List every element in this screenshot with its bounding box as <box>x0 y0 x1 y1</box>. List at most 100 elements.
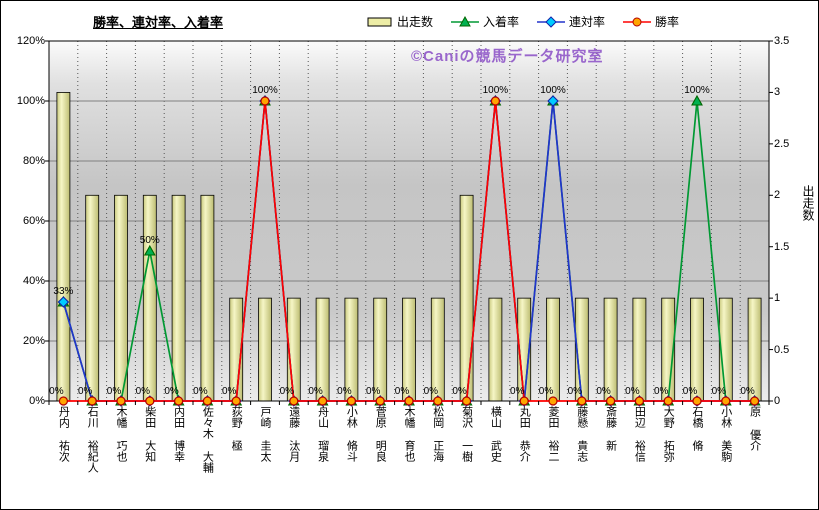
circle-marker <box>404 396 414 406</box>
data-label: 0% <box>712 386 727 397</box>
right-axis-tick-label: 2 <box>774 189 781 202</box>
x-axis-label: 小林 脩斗 <box>345 406 358 462</box>
bar-starts <box>200 194 215 402</box>
circle-marker <box>145 396 155 406</box>
legend-item-quinella-rate: 連対率 <box>537 13 605 30</box>
bar-starts <box>85 194 100 402</box>
data-label: 100% <box>252 85 278 96</box>
data-label: 0% <box>654 386 669 397</box>
left-axis-tick-label: 60% <box>22 215 45 227</box>
data-label: 0% <box>136 386 151 397</box>
right-axis-tick-label: 2.5 <box>774 137 790 150</box>
triangle-line-swatch-icon <box>451 15 480 26</box>
circle-marker <box>346 396 356 406</box>
data-label: 50% <box>140 235 160 246</box>
x-axis-label: 木幡 育也 <box>403 406 415 462</box>
data-label: 0% <box>452 386 467 397</box>
legend-label-win-rate: 勝率 <box>655 15 680 29</box>
data-label: 0% <box>366 386 381 397</box>
diamond-marker <box>547 95 559 107</box>
x-axis-label: 丸田 恭介 <box>518 406 531 462</box>
data-label: 0% <box>222 386 237 397</box>
right-axis-tick-label: 0.5 <box>774 343 790 356</box>
chart-title: 勝率、連対率、入着率 <box>93 15 224 30</box>
x-axis-label: 田辺 裕信 <box>633 406 646 462</box>
x-axis-label: 横山 武史 <box>489 406 502 462</box>
data-label: 100% <box>483 85 509 96</box>
data-label: 0% <box>78 386 93 397</box>
x-axis-label: 戸崎 圭太 <box>259 406 271 462</box>
right-axis-tick-label: 3.5 <box>774 35 790 47</box>
circle-marker <box>375 396 385 406</box>
data-label: 0% <box>193 386 208 397</box>
circle-marker <box>289 396 299 406</box>
data-label: 0% <box>164 386 179 397</box>
left-axis-tick-label: 120% <box>16 35 45 47</box>
data-label: 0% <box>107 386 122 397</box>
circle-marker <box>749 396 760 406</box>
circle-marker <box>462 396 472 406</box>
bar-starts <box>171 194 186 402</box>
circle-marker <box>231 396 241 406</box>
x-axis-label: 小林 美駒 <box>719 406 732 462</box>
x-axis-label: 丹内 祐次 <box>57 406 70 462</box>
data-label: 0% <box>337 386 352 397</box>
bar-starts <box>488 297 503 402</box>
legend-label-place-rate: 入着率 <box>483 15 520 29</box>
circle-marker <box>318 396 328 406</box>
legend-item-win-rate: 勝率 <box>623 13 679 30</box>
data-label: 100% <box>684 85 710 96</box>
legend-item-starts: 出走数 <box>367 13 433 30</box>
x-axis-label: 舟山 瑠泉 <box>316 406 329 462</box>
data-label: 0% <box>596 386 611 397</box>
left-axis-tick-label: 40% <box>22 275 45 287</box>
x-axis-label: 荻野 極 <box>230 406 243 451</box>
bar-starts <box>114 194 128 402</box>
left-axis-tick-label: 20% <box>22 335 45 347</box>
x-axis-label: 松岡 正海 <box>431 406 444 462</box>
circle-marker <box>577 396 587 406</box>
bar-starts <box>56 92 71 402</box>
x-axis-label: 柴田 大知 <box>143 406 156 462</box>
x-axis-label: 原 優介 <box>748 406 761 451</box>
x-axis-label: 菊沢 一樹 <box>460 406 473 462</box>
x-axis-label: 藤懸 貴志 <box>575 406 588 462</box>
circle-marker <box>692 396 702 406</box>
left-axis-tick-label: 0% <box>29 395 45 407</box>
bar-starts <box>459 194 474 402</box>
data-label: 0% <box>395 386 410 397</box>
left-axis-tick-label: 80% <box>22 155 45 167</box>
legend: 出走数 入着率 連対率 勝率 <box>367 13 679 30</box>
circle-marker <box>721 396 731 406</box>
diamond-marker <box>57 296 70 308</box>
circle-marker <box>202 396 212 406</box>
x-axis-label: 石川 裕紀人 <box>86 406 99 473</box>
circle-marker <box>116 396 126 406</box>
x-axis-label: 大野 拓弥 <box>662 406 675 462</box>
legend-label-quinella-rate: 連対率 <box>569 15 606 29</box>
data-label: 33% <box>53 286 73 297</box>
circle-marker <box>634 396 645 406</box>
circle-marker <box>58 396 69 406</box>
circle-marker <box>490 96 500 106</box>
circle-marker <box>433 396 443 406</box>
data-label: 0% <box>625 386 640 397</box>
circle-marker <box>260 96 270 106</box>
right-axis-tick-label: 3 <box>774 86 781 99</box>
x-axis-label: 木幡 巧也 <box>115 406 127 462</box>
x-axis-label: 菱田 裕二 <box>547 406 559 462</box>
x-axis-label: 遠藤 汰月 <box>287 406 300 462</box>
triangle-marker <box>143 244 156 256</box>
data-label: 0% <box>740 386 755 397</box>
circle-marker <box>519 396 529 406</box>
data-label: 0% <box>49 386 64 397</box>
right-axis-title: 出走数 <box>801 185 815 221</box>
data-label: 0% <box>539 386 554 397</box>
watermark: ©Caniの競馬データ研究室 <box>411 48 604 65</box>
bar-starts <box>258 297 272 402</box>
data-label: 100% <box>540 85 566 96</box>
right-axis-tick-label: 0 <box>774 395 781 407</box>
x-axis-label: 石橋 脩 <box>691 406 703 451</box>
diamond-line-swatch-icon <box>537 15 566 28</box>
